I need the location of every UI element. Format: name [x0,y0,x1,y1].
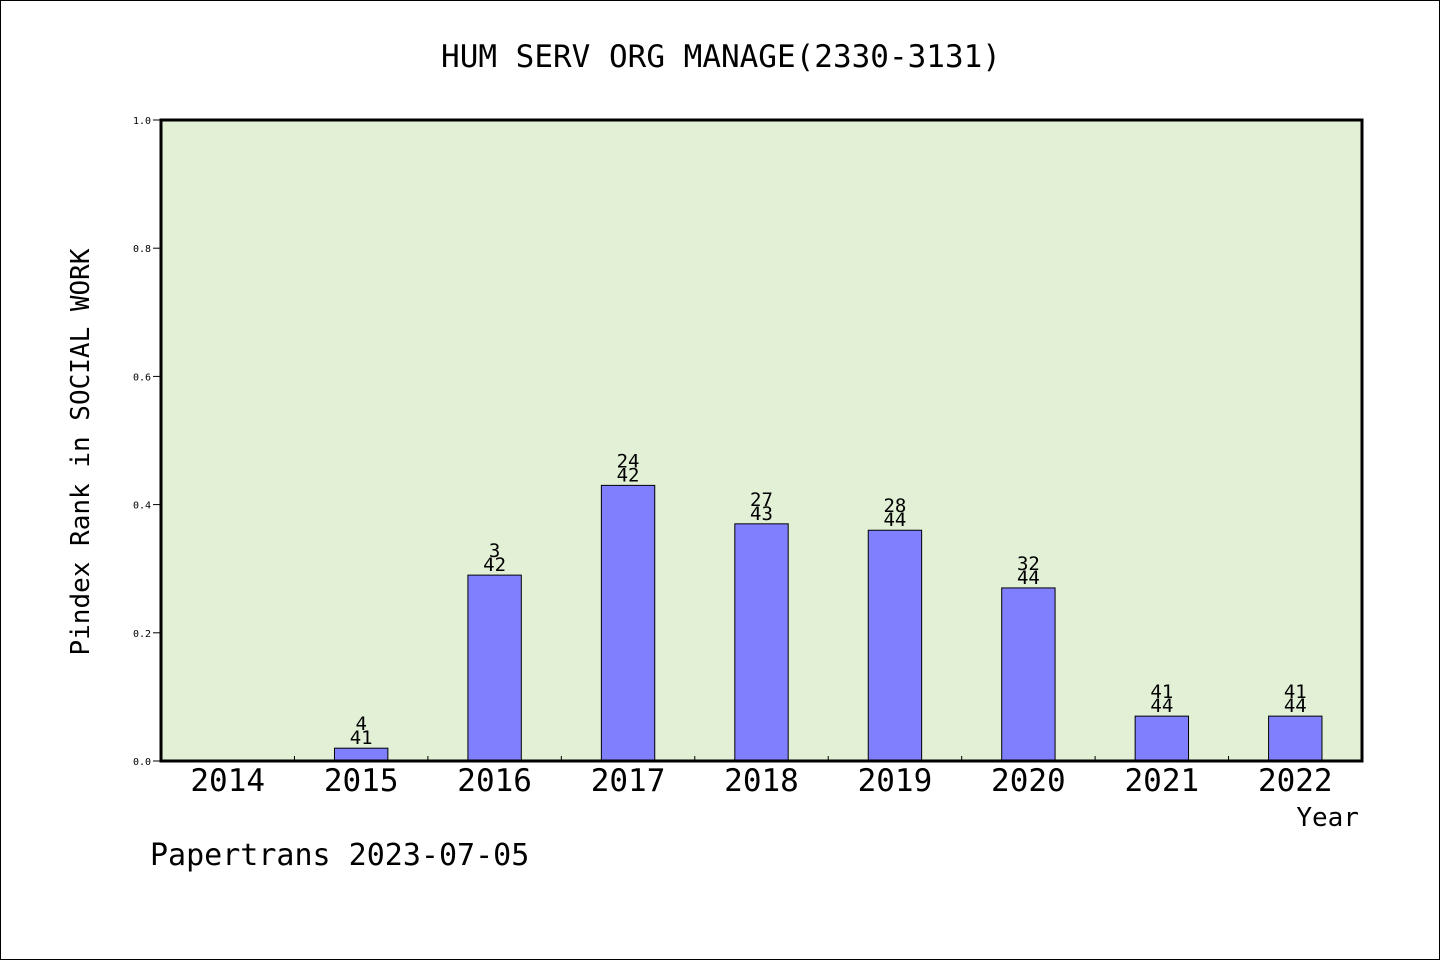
y-tick-label: 0.6 [133,372,151,383]
bar-2021 [1134,715,1190,762]
bar-2017 [600,484,656,762]
bar-label-rank: 41 [1284,681,1307,703]
x-tick-label: 2017 [591,763,666,799]
y-tick-label: 0.0 [133,757,151,768]
bar-label-rank: 24 [617,450,640,472]
y-tick-label: 0.8 [133,244,151,255]
x-axis-label: Year [1296,803,1359,833]
bar-label-rank: 32 [1017,553,1040,575]
x-tick-label: 2022 [1258,763,1333,799]
bar-2022 [1268,715,1323,762]
chart-title: HUM SERV ORG MANAGE(2330-3131) [441,39,1001,75]
bar-2019 [867,529,923,762]
bar-label-total: 44 [883,509,906,531]
bar-label-total: 42 [483,554,506,576]
bar-2015 [333,747,389,762]
x-tick-label: 2020 [991,763,1066,799]
bar-2018 [734,523,789,762]
bar-label-total: 44 [1150,695,1173,717]
bar-2016 [467,574,522,762]
y-tick-label: 0.4 [133,501,151,512]
x-tick-label: 2015 [324,763,399,799]
bar-label-rank: 41 [1150,681,1173,703]
y-axis-label: Pindex Rank in SOCIAL WORK [66,248,96,655]
bar-label-rank: 28 [883,495,906,517]
bar-label-total: 43 [750,503,773,525]
bar-label-total: 44 [1017,567,1040,589]
bar-label-total: 44 [1284,695,1307,717]
y-tick-label: 0.2 [133,629,151,640]
bar-label-total: 41 [350,727,373,749]
bar-label-total: 42 [617,464,640,486]
x-tick-label: 2014 [190,763,265,799]
bar-label-rank: 27 [750,489,773,511]
x-tick-label: 2016 [457,763,532,799]
bar-label-rank: 3 [489,540,500,562]
plot-border [159,118,1364,763]
footer-credit: Papertrans 2023-07-05 [150,838,529,873]
bar-label-rank: 4 [355,713,366,735]
x-tick-label: 2018 [724,763,799,799]
bar-2020 [1001,587,1056,762]
y-tick-label: 1.0 [133,116,151,127]
x-tick-label: 2021 [1125,763,1200,799]
x-tick-label: 2019 [858,763,933,799]
